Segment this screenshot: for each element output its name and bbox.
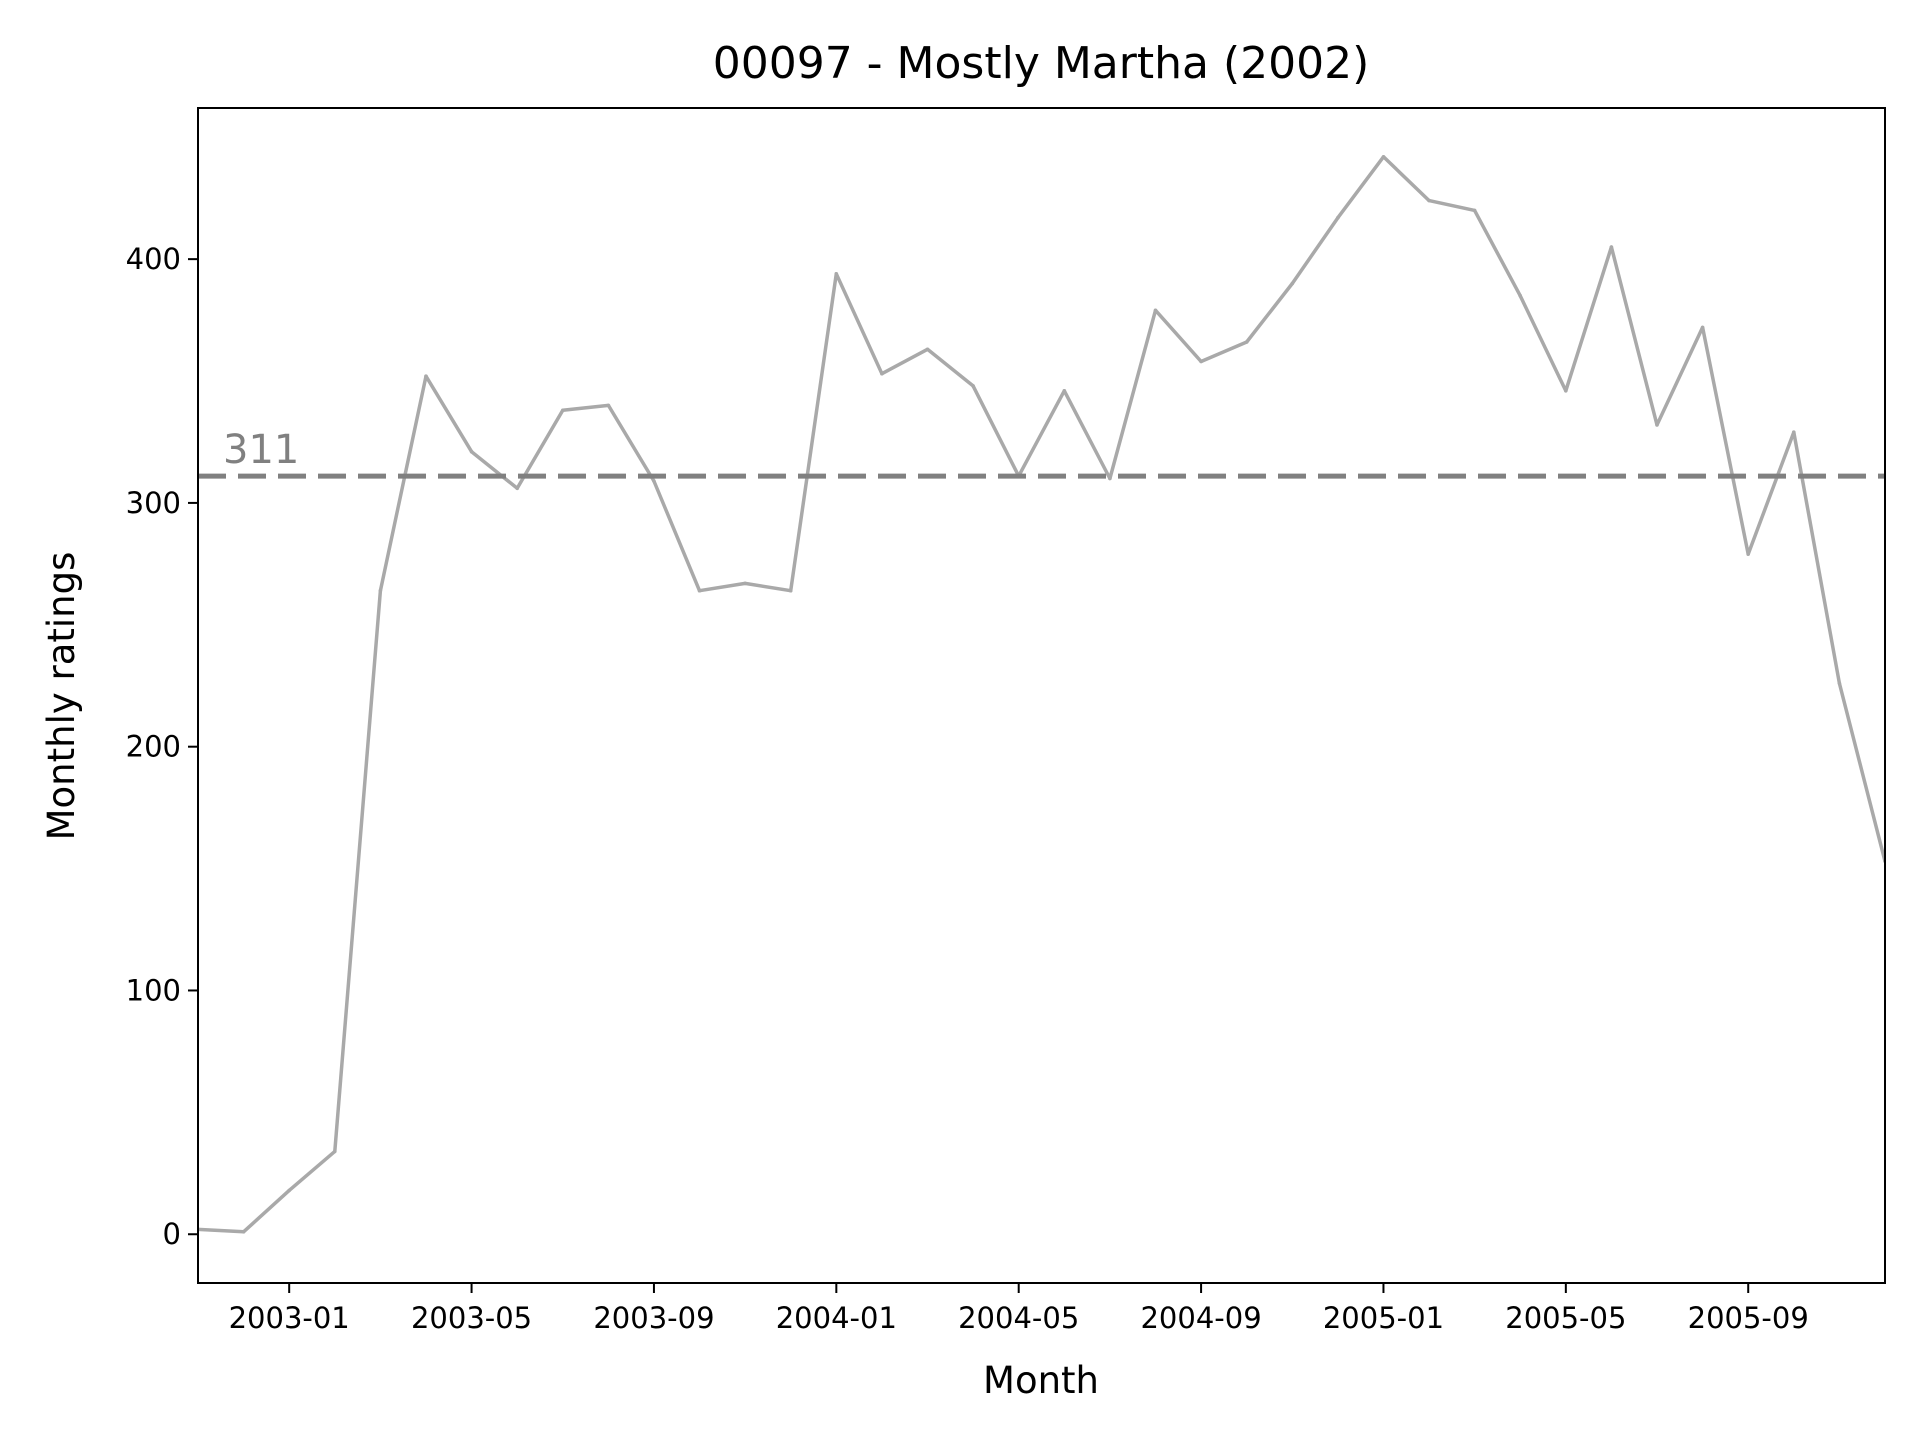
plot-area: 311: [198, 155, 1885, 1234]
data-point: [469, 449, 474, 454]
data-point: [515, 486, 519, 491]
y-axis: 0 100 200 300 400: [126, 242, 198, 1251]
data-point: [1792, 430, 1796, 435]
data-point: [1518, 293, 1522, 298]
x-tick-label: 2005-01: [1323, 1301, 1444, 1335]
data-point: [788, 588, 793, 593]
data-point: [880, 371, 884, 376]
x-tick-label: 2005-09: [1688, 1301, 1809, 1335]
chart-title: 00097 - Mostly Martha (2002): [713, 38, 1370, 89]
data-point: [424, 374, 428, 379]
plot-lines: [198, 155, 1885, 1234]
data-point: [1153, 308, 1158, 313]
data-point: [1244, 340, 1249, 344]
data-point: [834, 272, 839, 276]
data-point: [971, 384, 975, 388]
y-tick-label: 200: [126, 730, 181, 764]
data-point: [1290, 281, 1295, 286]
data-point: [1199, 359, 1203, 364]
plot-frame: [197, 107, 1886, 1284]
data-point: [743, 581, 747, 586]
data-point: [1336, 215, 1340, 220]
data-point: [561, 408, 565, 413]
mean-reference-label: 311: [223, 427, 299, 473]
data-point: [652, 479, 656, 483]
x-tick-label: 2004-09: [1140, 1301, 1261, 1335]
data-point: [1472, 208, 1477, 213]
data-point: [925, 347, 930, 352]
x-tick-label: 2003-09: [593, 1301, 714, 1335]
y-tick-label: 300: [126, 486, 181, 520]
data-point: [1062, 389, 1067, 393]
data-point: [1108, 476, 1112, 481]
data-point: [606, 403, 611, 408]
data-point: [1700, 325, 1705, 330]
x-tick-label: 2003-01: [229, 1301, 350, 1335]
x-axis-label: Month: [983, 1359, 1099, 1402]
x-tick-label: 2005-05: [1505, 1301, 1626, 1335]
y-tick-label: 100: [126, 973, 181, 1007]
x-axis: 2003-01 2003-05 2003-09 2004-01 2004-05 2004-…: [229, 1283, 1809, 1335]
data-point: [1609, 245, 1614, 249]
data-point: [1381, 155, 1386, 159]
data-point: [697, 588, 702, 593]
data-point: [378, 588, 383, 593]
data-point: [333, 1149, 337, 1154]
data-point: [1655, 423, 1659, 427]
data-point: [1837, 681, 1842, 686]
y-tick-label: 0: [163, 1217, 181, 1251]
x-tick-label: 2004-01: [776, 1301, 897, 1335]
x-tick-label: 2004-05: [958, 1301, 1079, 1335]
x-tick-label: 2003-05: [411, 1301, 532, 1335]
y-axis-label: Monthly ratings: [40, 552, 83, 841]
y-tick-label: 400: [126, 242, 181, 276]
series-line-0: [198, 155, 1885, 1234]
data-point: [1427, 198, 1431, 203]
data-point: [1564, 389, 1568, 393]
data-point: [1746, 552, 1750, 556]
data-point: [241, 1230, 246, 1234]
data-point: [287, 1188, 292, 1193]
